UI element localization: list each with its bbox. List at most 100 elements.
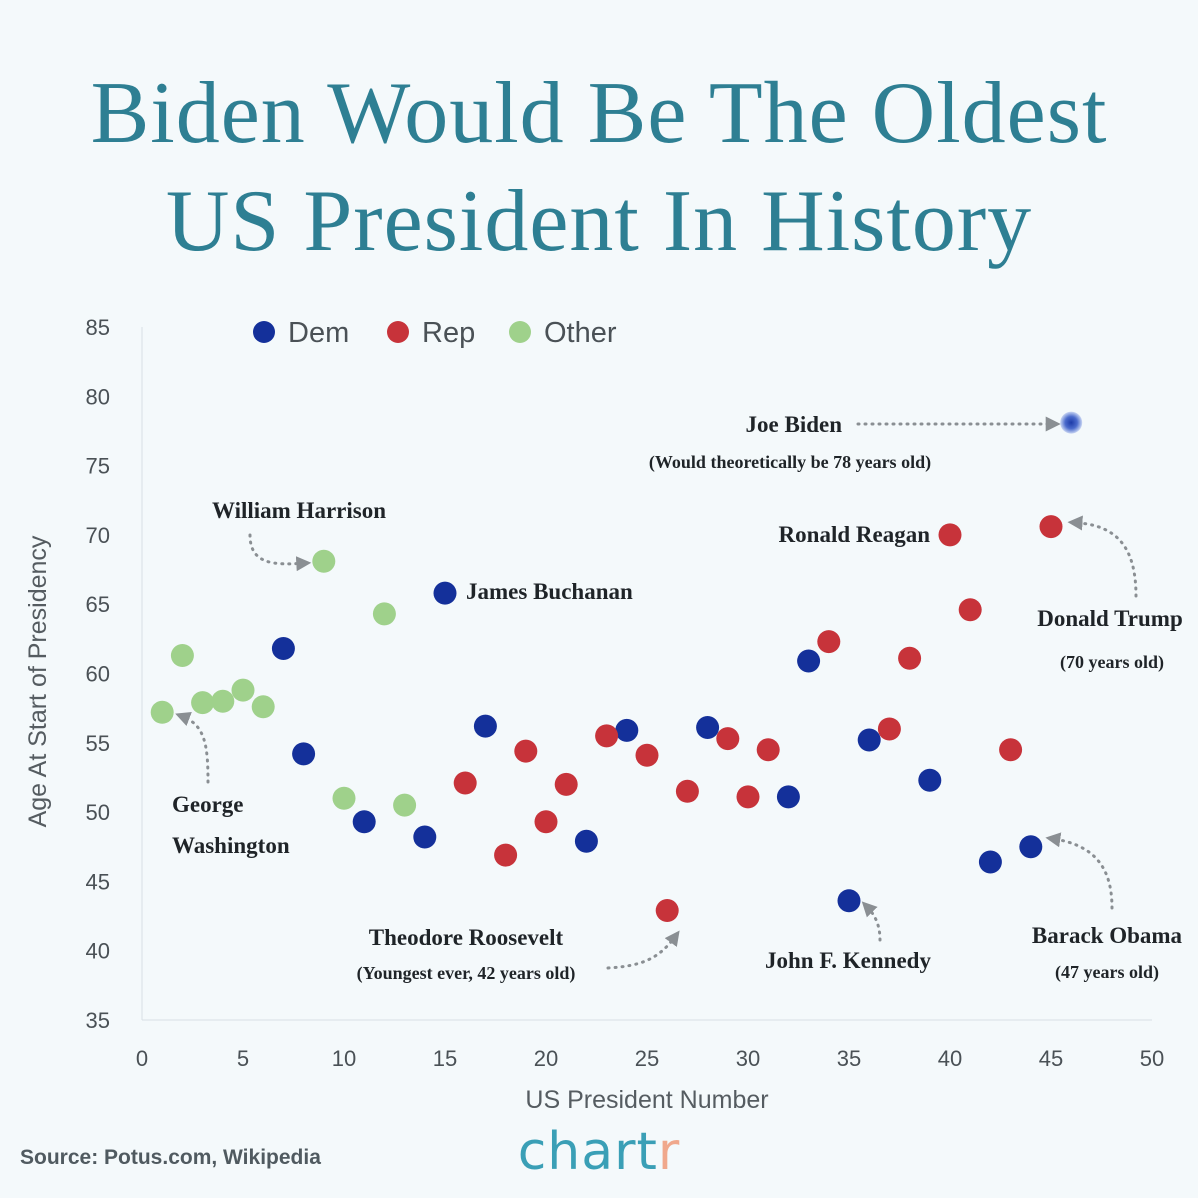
legend-marker-dem	[253, 321, 275, 343]
arrow-washington	[175, 711, 210, 784]
data-point-other	[211, 689, 235, 713]
data-point-dem	[292, 742, 316, 766]
x-tick-label: 45	[1039, 1046, 1063, 1071]
data-point-dem	[797, 649, 821, 673]
data-point-other	[231, 678, 255, 702]
x-tick-label: 40	[938, 1046, 962, 1071]
y-tick-label: 75	[86, 454, 110, 479]
x-tick-label: 35	[837, 1046, 861, 1071]
y-tick-label: 40	[86, 939, 110, 964]
data-point-dem	[473, 714, 497, 738]
y-tick-label: 45	[86, 869, 110, 894]
arrow-obama	[1045, 832, 1114, 910]
data-point-rep	[756, 738, 780, 762]
data-point-rep	[736, 785, 760, 809]
chart-title-line-2: US President In History	[165, 173, 1033, 270]
label-obama-sub: (47 years old)	[1055, 962, 1159, 983]
y-tick-label: 85	[86, 315, 110, 340]
label-obama: Barack Obama	[1032, 923, 1183, 948]
data-point-rep	[534, 810, 558, 834]
legend-marker-other	[509, 321, 531, 343]
label-roosevelt: Theodore Roosevelt	[369, 925, 564, 950]
data-point-other	[150, 700, 174, 724]
data-point-rep	[554, 772, 578, 796]
data-point-dem	[1019, 835, 1043, 859]
label-roosevelt-sub: (Youngest ever, 42 years old)	[357, 963, 576, 984]
data-point-rep	[938, 523, 962, 547]
data-point-dem	[413, 825, 437, 849]
legend-label-rep: Rep	[422, 317, 475, 349]
x-tick-label: 15	[433, 1046, 457, 1071]
x-tick-label: 50	[1140, 1046, 1164, 1071]
data-point-dem	[837, 889, 861, 913]
label-washington-2: Washington	[172, 833, 290, 858]
arrow-kennedy	[861, 901, 882, 942]
data-point-dem	[574, 829, 598, 853]
data-point-other	[393, 793, 417, 817]
data-point-rep	[716, 727, 740, 751]
brand-logo-main: chart	[517, 1122, 658, 1182]
data-point-rep	[999, 738, 1023, 762]
x-tick-label: 0	[136, 1046, 148, 1071]
y-tick-label: 50	[86, 800, 110, 825]
data-point-dem	[978, 850, 1002, 874]
x-tick-label: 25	[635, 1046, 659, 1071]
brand-logo-accent: r	[657, 1122, 681, 1182]
arrow-trump	[1067, 515, 1138, 598]
data-point-rep	[635, 743, 659, 767]
data-point-rep	[595, 724, 619, 748]
data-point-other	[170, 643, 194, 667]
data-point-dem	[352, 810, 376, 834]
legend-label-dem: Dem	[288, 317, 349, 349]
label-buchanan: James Buchanan	[466, 579, 633, 604]
label-biden: Joe Biden	[746, 412, 843, 437]
y-tick-label: 65	[86, 592, 110, 617]
y-tick-label: 80	[86, 384, 110, 409]
brand-logo: chartr	[0, 1122, 1198, 1182]
chart-title: Biden Would Be The Oldest US President I…	[0, 60, 1198, 276]
x-tick-label: 20	[534, 1046, 558, 1071]
data-point-biden	[1060, 411, 1083, 434]
y-tick-label: 60	[86, 662, 110, 687]
legend-label-other: Other	[544, 317, 617, 349]
data-point-rep	[494, 843, 518, 867]
y-axis-title: Age At Start of Presidency	[24, 535, 52, 827]
data-point-rep	[453, 771, 477, 795]
x-axis-title: US President Number	[525, 1086, 768, 1114]
label-reagan: Ronald Reagan	[779, 522, 931, 547]
data-point-rep	[817, 630, 841, 654]
data-point-dem	[696, 716, 720, 740]
legend-marker-rep	[387, 321, 409, 343]
x-tick-label: 10	[332, 1046, 356, 1071]
data-point-other	[191, 691, 215, 715]
data-point-rep	[675, 779, 699, 803]
y-tick-label: 35	[86, 1008, 110, 1033]
y-tick-label: 70	[86, 523, 110, 548]
data-point-dem	[615, 718, 639, 742]
data-point-rep	[655, 899, 679, 923]
y-tick-label: 55	[86, 731, 110, 756]
label-trump-sub: (70 years old)	[1060, 652, 1164, 673]
x-tick-label: 5	[237, 1046, 249, 1071]
data-point-rep	[958, 598, 982, 622]
label-harrison: William Harrison	[212, 498, 386, 523]
source-note: Source: Potus.com, Wikipedia	[20, 1146, 321, 1169]
chart-title-line-1: Biden Would Be The Oldest	[90, 65, 1108, 162]
data-point-rep	[898, 646, 922, 670]
label-biden-sub: (Would theoretically be 78 years old)	[649, 452, 931, 473]
data-point-dem	[433, 581, 457, 605]
data-point-dem	[918, 768, 942, 792]
data-point-dem	[776, 785, 800, 809]
data-point-other	[251, 695, 275, 719]
data-point-rep	[1039, 515, 1063, 539]
data-point-other	[312, 549, 336, 573]
data-point-dem	[271, 637, 295, 661]
data-point-other	[332, 786, 356, 810]
data-point-rep	[514, 739, 538, 763]
x-tick-label: 30	[736, 1046, 760, 1071]
data-point-dem	[857, 728, 881, 752]
data-point-other	[372, 602, 396, 626]
label-trump: Donald Trump	[1037, 606, 1183, 631]
arrow-roosevelt	[606, 930, 680, 970]
